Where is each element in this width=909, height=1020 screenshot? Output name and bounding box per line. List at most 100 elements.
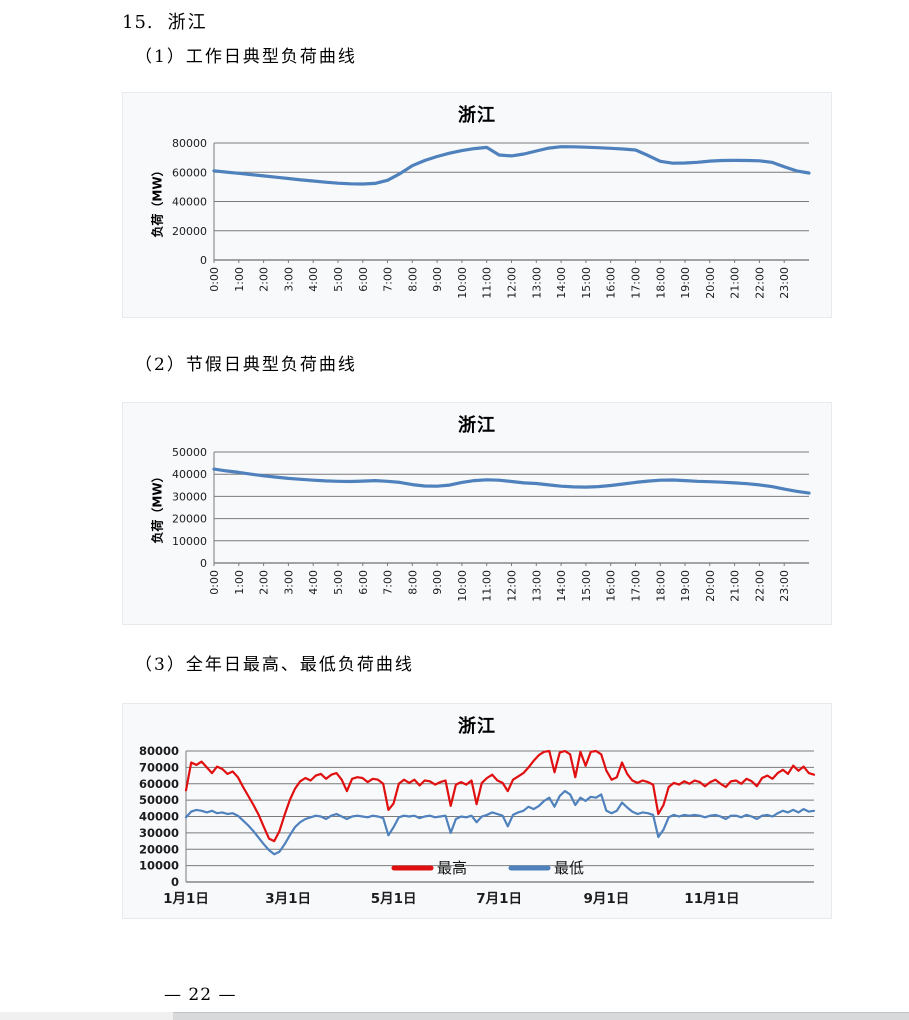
x-tick-label: 7月1日	[476, 891, 522, 907]
y-tick-label: 30000	[139, 826, 179, 840]
x-tick-label: 15:00	[580, 570, 593, 602]
plot-area: 0 10000 20000 30000 40000 50000 0:00 1:00 2:00 3:…	[172, 446, 811, 602]
chart-annual-max-min-load: 浙江 0 10000 20000 30000 40000 50000 60000 70000 8…	[122, 703, 832, 919]
y-tick-label: 20000	[172, 225, 207, 238]
x-tick-label: 8:00	[406, 267, 419, 292]
x-tick-label: 10:00	[456, 570, 469, 602]
next-page-edge	[173, 1012, 909, 1020]
x-tick-label: 17:00	[630, 570, 643, 602]
series-line-负荷	[212, 145, 811, 186]
x-tick-label: 11:00	[481, 267, 494, 299]
y-tick-label: 70000	[139, 760, 179, 774]
x-tick-label: 22:00	[753, 570, 766, 602]
y-tick-label: 0	[200, 254, 207, 267]
x-tick-label: 16:00	[605, 267, 618, 299]
y-tick-label: 20000	[172, 513, 207, 526]
viewer-gutter	[0, 1012, 173, 1020]
x-tick-label: 19:00	[679, 570, 692, 602]
y-tick-label: 0	[171, 875, 179, 889]
chart-title: 浙江	[458, 415, 496, 436]
x-tick-label: 1:00	[233, 267, 246, 292]
x-tick-label: 22:00	[753, 267, 766, 299]
x-tick-label: 17:00	[630, 267, 643, 299]
legend-label-max: 最高	[437, 859, 467, 877]
x-tick-label: 21:00	[729, 570, 742, 602]
x-tick-label: 12:00	[506, 267, 519, 299]
y-tick-label: 80000	[139, 744, 179, 758]
x-tick-label: 21:00	[729, 267, 742, 299]
x-tick-label: 3:00	[282, 267, 295, 292]
x-tick-label: 19:00	[679, 267, 692, 299]
x-tick-label: 14:00	[555, 267, 568, 299]
y-tick-label: 0	[200, 557, 207, 570]
y-tick-label: 60000	[172, 166, 207, 179]
x-tick-label: 4:00	[307, 570, 320, 595]
chart-title: 浙江	[458, 716, 496, 737]
series-line-最高	[184, 749, 816, 843]
subsection-heading-holiday: （2）节假日典型负荷曲线	[135, 355, 357, 375]
x-tick-label: 12:00	[506, 570, 519, 602]
y-tick-label: 30000	[172, 490, 207, 503]
y-tick-label: 40000	[139, 810, 179, 824]
x-tick-label: 23:00	[778, 570, 791, 602]
x-tick-label: 16:00	[605, 570, 618, 602]
x-tick-label: 5月1日	[371, 891, 417, 907]
x-tick-label: 1月1日	[163, 891, 209, 907]
x-tick-label: 8:00	[406, 570, 419, 595]
x-tick-label: 23:00	[778, 267, 791, 299]
x-tick-label: 20:00	[704, 570, 717, 602]
series-line-负荷	[212, 467, 811, 495]
x-tick-label: 11:00	[481, 570, 494, 602]
y-tick-label: 50000	[139, 793, 179, 807]
page-number: — 22 —	[164, 985, 237, 1005]
x-tick-label: 0:00	[208, 570, 221, 595]
y-tick-label: 10000	[172, 535, 207, 548]
item-heading: 15. 浙江	[122, 8, 208, 34]
legend-label-min: 最低	[554, 859, 584, 877]
series-line-最低	[184, 789, 816, 856]
x-tick-label: 6:00	[357, 267, 370, 292]
y-tick-label: 80000	[172, 137, 207, 150]
item-number: 15.	[122, 12, 154, 33]
chart-holiday-load: 浙江 负荷（MW） 0 10000 20000 30000 40000 50000 0:00…	[122, 402, 832, 625]
x-tick-label: 13:00	[530, 267, 543, 299]
x-tick-label: 10:00	[456, 267, 469, 299]
x-tick-label: 13:00	[530, 570, 543, 602]
plot-area: 0 10000 20000 30000 40000 50000 60000 70000 8000…	[139, 744, 816, 907]
x-tick-label: 7:00	[382, 267, 395, 292]
x-tick-label: 3月1日	[265, 891, 311, 907]
y-tick-label: 60000	[139, 777, 179, 791]
x-tick-label: 14:00	[555, 570, 568, 602]
x-tick-label: 18:00	[654, 570, 667, 602]
plot-area: 0 20000 40000 60000 80000 0:00 1:00 2:00 3:00 4:0…	[172, 137, 811, 299]
y-tick-label: 10000	[139, 859, 179, 873]
x-tick-label: 5:00	[332, 570, 345, 595]
subsection-heading-annual: （3）全年日最高、最低负荷曲线	[135, 655, 414, 675]
x-tick-label: 1:00	[233, 570, 246, 595]
region-name: 浙江	[167, 12, 208, 33]
y-tick-label: 40000	[172, 196, 207, 209]
x-tick-label: 3:00	[282, 570, 295, 595]
x-tick-label: 9月1日	[584, 891, 630, 907]
x-tick-label: 7:00	[382, 570, 395, 595]
x-tick-label: 20:00	[704, 267, 717, 299]
x-tick-label: 15:00	[580, 267, 593, 299]
x-tick-label: 2:00	[258, 570, 271, 595]
x-tick-label: 9:00	[431, 267, 444, 292]
y-tick-label: 40000	[172, 468, 207, 481]
x-tick-label: 6:00	[357, 570, 370, 595]
y-tick-label: 50000	[172, 446, 207, 459]
x-tick-label: 9:00	[431, 570, 444, 595]
y-tick-label: 20000	[139, 842, 179, 856]
x-tick-label: 4:00	[307, 267, 320, 292]
x-tick-label: 11月1日	[684, 891, 739, 907]
x-tick-label: 0:00	[208, 267, 221, 292]
x-tick-label: 2:00	[258, 267, 271, 292]
page-bottom-edge	[0, 1012, 909, 1020]
chart-workday-load: 浙江 负荷（MW） 0 20000 40000 60000 80000 0:00 1:00 2…	[122, 92, 832, 318]
subsection-heading-workday: （1）工作日典型负荷曲线	[135, 47, 357, 67]
x-tick-label: 5:00	[332, 267, 345, 292]
chart-title: 浙江	[458, 105, 496, 126]
x-tick-label: 18:00	[654, 267, 667, 299]
